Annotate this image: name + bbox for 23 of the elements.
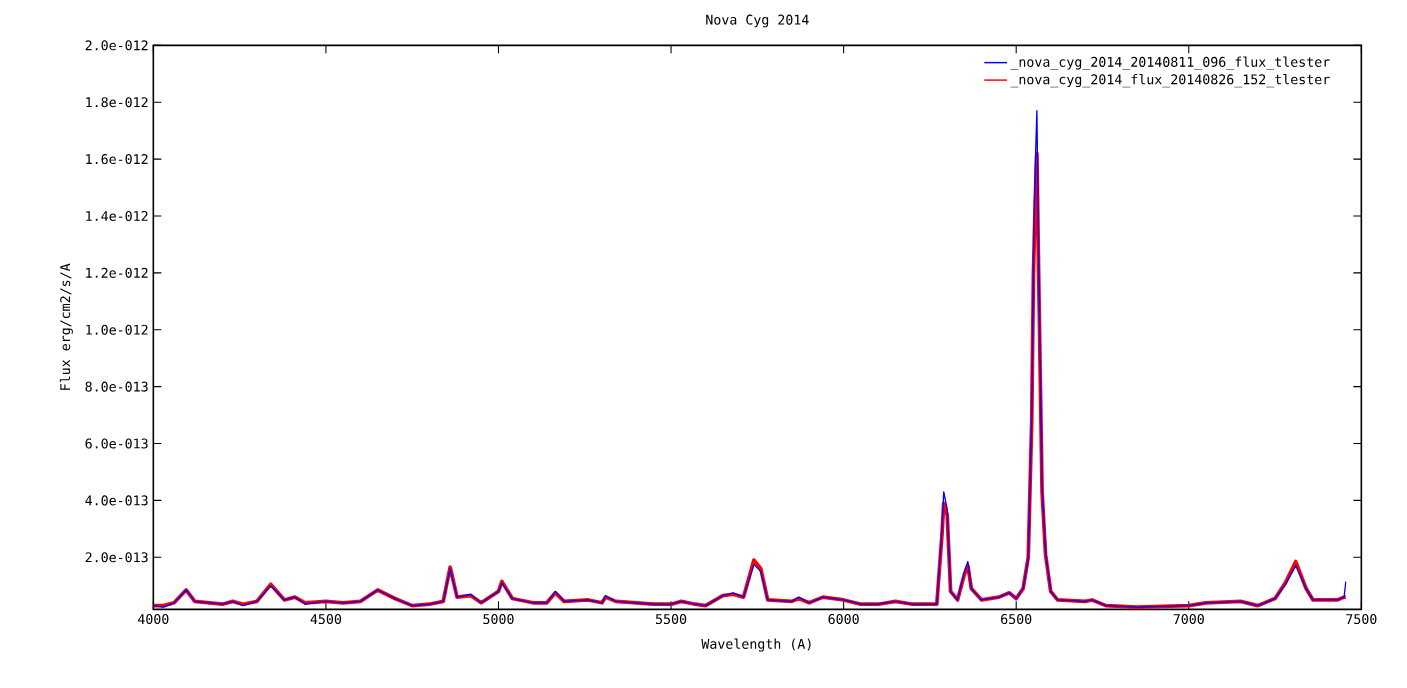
y-tick-label: 6.0e-013: [85, 438, 148, 449]
y-tick-label: 1.2e-012: [86, 267, 148, 278]
x-axis-title: Wavelength (A): [701, 638, 811, 652]
x-tick-label: 7000: [1173, 614, 1204, 625]
y-tick-label: 2.0e-012: [85, 40, 148, 51]
chart-title: Nova Cyg 2014: [706, 14, 809, 28]
y-tick-label: 1.0e-012: [86, 324, 148, 335]
legend-label: _nova_cyg_2014_20140811_096_flux_tlester: [1010, 56, 1330, 70]
y-tick-label: 2.0e-013: [85, 552, 148, 563]
x-tick-label: 4500: [310, 614, 342, 625]
legend-label: _nova_cyg_2014_flux_20140826_152_tlester: [1010, 74, 1330, 88]
y-tick-label: 1.6e-012: [86, 154, 148, 165]
x-tick-label: 5000: [483, 614, 514, 625]
x-tick-label: 6500: [1001, 614, 1032, 625]
x-tick-label: 7500: [1346, 614, 1377, 625]
y-tick-label: 4.0e-013: [85, 495, 148, 506]
y-tick-label: 1.8e-012: [86, 97, 148, 108]
y-tick-label: 1.4e-012: [86, 210, 148, 221]
y-axis-title: Flux erg/cm2/s/A: [59, 263, 73, 390]
x-tick-label: 5500: [656, 614, 687, 625]
x-tick-label: 6000: [828, 614, 859, 625]
x-tick-label: 4000: [138, 614, 169, 625]
y-tick-label: 8.0e-013: [85, 381, 148, 392]
